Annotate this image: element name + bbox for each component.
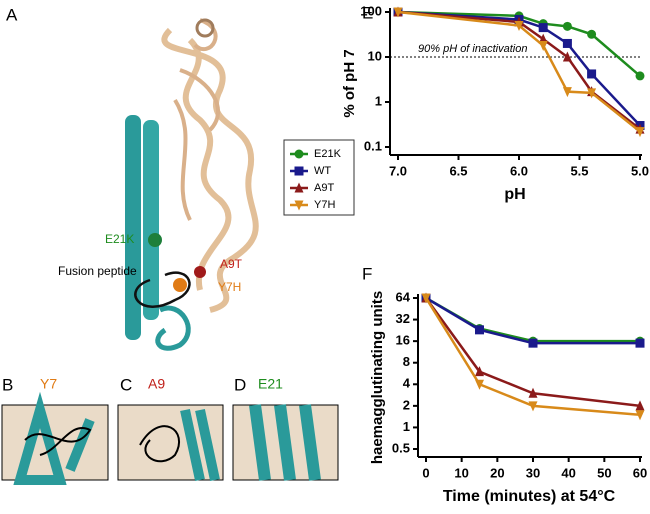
y-tick-label: 16: [396, 333, 410, 348]
marker: [514, 21, 524, 32]
inset-title: Y7: [40, 376, 57, 392]
marker: [587, 88, 597, 99]
marker: [528, 401, 538, 412]
panel-label: E: [362, 3, 373, 22]
marker: [635, 71, 645, 81]
series-line: [397, 10, 641, 77]
x-tick-label: 20: [490, 465, 504, 480]
marker: [475, 366, 484, 377]
series-line: [425, 296, 640, 345]
panel-label: F: [362, 264, 372, 283]
y-tick-label: 100: [360, 3, 382, 18]
protein-structure: [125, 18, 259, 351]
y-axis-label: haemagglutinating units: [369, 291, 386, 464]
mutation-label: A9T: [220, 257, 243, 271]
marker: [294, 200, 304, 211]
annotation: 90% pH of inactivation: [418, 43, 527, 55]
y-tick-label: 64: [396, 289, 411, 304]
x-axis-label: Time (minutes) at 54°C: [443, 488, 616, 505]
marker: [562, 51, 572, 62]
series-line: [397, 10, 641, 133]
mutation-label: E21K: [105, 232, 134, 246]
inset-helix: [249, 404, 321, 481]
inset-title: E21: [258, 376, 283, 392]
marker: [475, 325, 484, 335]
marker: [635, 338, 645, 348]
marker: [393, 7, 403, 18]
legend-label: A9T: [314, 182, 334, 194]
x-tick-label: 6.0: [510, 163, 528, 178]
y-tick-label: 32: [396, 311, 410, 326]
panel-label: A: [6, 5, 18, 24]
series-line: [424, 297, 641, 408]
x-tick-label: 7.0: [389, 163, 407, 178]
y-tick-label: 1: [403, 419, 410, 434]
marker: [562, 38, 572, 48]
inset-loop: [24, 427, 92, 456]
y-axis-label: % of pH 7: [341, 49, 358, 117]
legend-label: WT: [314, 165, 331, 177]
y-tick-label: 2: [403, 397, 410, 412]
panel-label: D: [234, 375, 246, 394]
mutation-label: Y7H: [218, 280, 241, 294]
marker: [635, 400, 645, 411]
x-tick-label: 30: [526, 465, 540, 480]
inset-helix: [180, 408, 220, 482]
x-tick-label: 0: [422, 465, 429, 480]
marker: [475, 379, 484, 390]
legend: E21K WT A9T Y7H: [290, 148, 342, 211]
panel-label: B: [2, 375, 13, 394]
marker: [421, 293, 431, 304]
inset-title: A9: [148, 376, 165, 392]
y-tick-label: 8: [403, 354, 410, 369]
x-tick-label: 6.5: [449, 163, 467, 178]
x-tick-label: 50: [597, 465, 611, 480]
inset-loop: [139, 425, 181, 463]
marker: [538, 23, 548, 33]
x-tick-label: 40: [561, 465, 575, 480]
panel-label: C: [120, 375, 132, 394]
series-line: [425, 296, 640, 343]
y-tick-label: 4: [403, 376, 411, 391]
marker: [635, 127, 645, 138]
marker: [294, 182, 304, 193]
marker: [528, 338, 538, 348]
legend-label: Y7H: [314, 199, 335, 211]
y-tick-label: 10: [368, 48, 382, 63]
marker: [528, 387, 538, 398]
legend-label: E21K: [314, 148, 342, 160]
marker: [294, 149, 304, 159]
x-tick-label: 5.5: [570, 163, 588, 178]
x-axis-label: pH: [504, 186, 525, 203]
series-line: [424, 297, 641, 417]
x-tick-label: 10: [454, 465, 468, 480]
y-tick-label: 0.1: [364, 138, 382, 153]
y-tick-label: 1: [375, 93, 382, 108]
annotation: Fusion peptide: [58, 264, 137, 278]
x-tick-label: 60: [633, 465, 647, 480]
x-tick-label: 5.0: [631, 163, 649, 178]
marker: [562, 87, 572, 98]
marker: [294, 166, 304, 176]
marker: [587, 69, 597, 79]
marker: [635, 410, 645, 421]
marker: [587, 29, 597, 39]
y-tick-label: 0.5: [392, 440, 410, 455]
series-line: [397, 10, 641, 127]
marker: [538, 41, 548, 52]
marker: [562, 21, 572, 31]
